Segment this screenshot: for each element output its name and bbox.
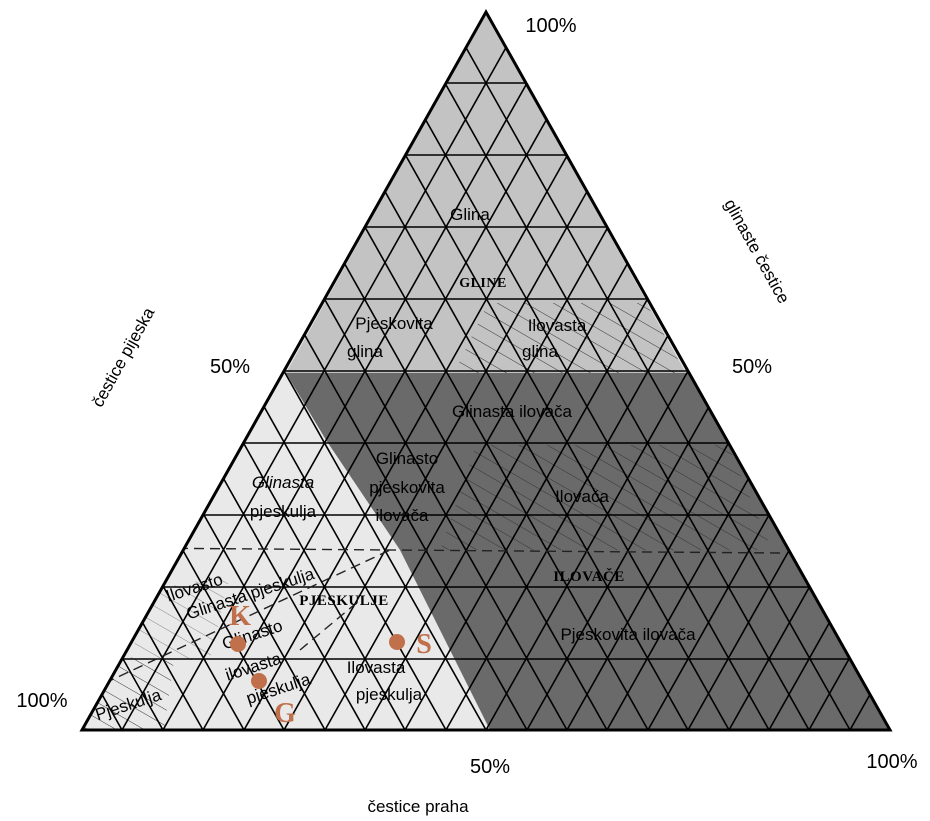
label-glinasto-pjeskovita-3: ilovača	[376, 506, 429, 525]
label-pjeskovita-glina-1: Pjeskovita	[355, 314, 433, 333]
group-captions: GLINE ILOVAČE PJESKULJE	[299, 276, 625, 609]
label-ilovaca: Ilovača	[555, 487, 609, 506]
point-s-marker	[389, 634, 405, 650]
right-axis-title: glinaste čestice	[720, 196, 793, 307]
label-glinasta-pjeskulja-1: Glinasta	[252, 473, 314, 492]
label-pjeskovita-glina-2: glina	[347, 342, 383, 361]
label-ilovasta-pjeskulja-2: pjeskulja	[356, 685, 423, 704]
caption-ilovace: ILOVAČE	[553, 568, 625, 585]
left-axis-title: čestice pijeska	[88, 304, 158, 410]
label-glinasta-pjeskulja-2: pjeskulja	[250, 502, 317, 521]
point-k-marker	[230, 636, 246, 652]
sample-points: K S G	[229, 601, 432, 729]
label-glinasto-pjeskovita-2: pjeskovita	[369, 478, 445, 497]
point-k-label: K	[229, 601, 251, 632]
clay-region	[286, 12, 686, 373]
hatch-ilovaca	[440, 445, 772, 550]
bottom-axis-title: čestice praha	[367, 797, 469, 816]
point-s-label: S	[416, 629, 432, 660]
label-ilovasta-pjeskulja-1: Ilovasta	[347, 658, 406, 677]
label-ilovasta-glina-2: glina	[522, 342, 558, 361]
bottom-left-percent: 100%	[16, 690, 67, 712]
triangle-body	[82, 12, 890, 730]
point-g-marker	[251, 673, 267, 689]
label-glinasto-pjeskovita-1: Glinasto	[376, 449, 438, 468]
caption-pjeskulje: PJESKULJE	[299, 593, 389, 609]
bottom-mid-percent: 50%	[470, 756, 510, 778]
right-mid-percent: 50%	[732, 356, 772, 378]
triangle-outline	[79, 8, 893, 732]
label-pjeskovita-ilovaca: Pjeskovita ilovača	[560, 625, 696, 644]
label-glinasta-ilovaca: Glinasta ilovača	[452, 402, 573, 421]
top-percent: 100%	[525, 15, 576, 37]
point-g-label: G	[274, 698, 296, 729]
caption-gline: GLINE	[459, 276, 507, 291]
axis-percent-labels: 100% 50% 50% 100% 50% 100%	[16, 15, 917, 778]
left-mid-percent: 50%	[210, 356, 250, 378]
dashed-boundaries	[89, 547, 781, 691]
grid-lines	[82, 12, 890, 730]
label-glina: Glina	[450, 205, 490, 224]
hatch-ilovasta-glina	[454, 303, 686, 373]
bottom-right-percent: 100%	[866, 751, 917, 773]
label-ilovasta-glina-1: Ilovasta	[528, 316, 587, 335]
